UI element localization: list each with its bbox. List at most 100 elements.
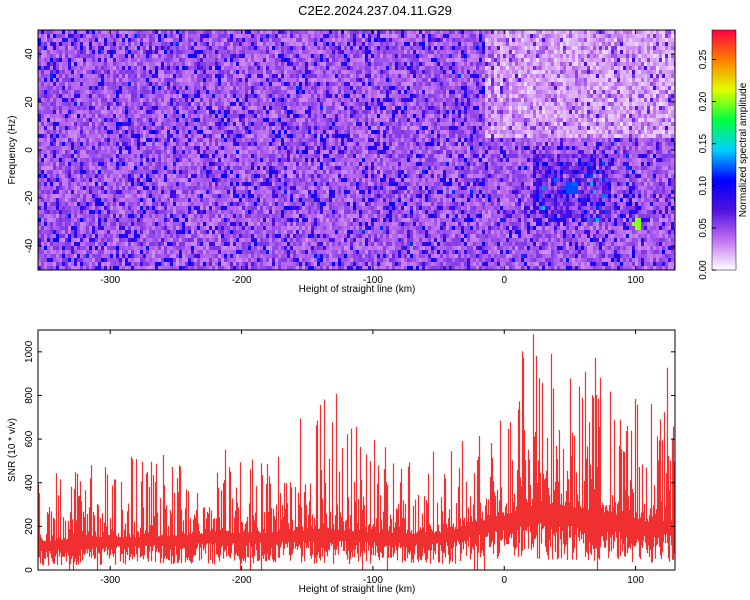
heatmap-cell	[494, 118, 498, 123]
heatmap-cell	[113, 62, 117, 67]
heatmap-cell	[68, 106, 72, 111]
heatmap-cell	[47, 70, 51, 75]
heatmap-cell	[380, 106, 384, 111]
heatmap-cell	[89, 82, 93, 87]
heatmap-cell	[161, 34, 165, 39]
heatmap-cell	[545, 34, 549, 39]
heatmap-cell	[275, 70, 279, 75]
heatmap-cell	[620, 42, 624, 47]
heatmap-cell	[503, 82, 507, 87]
heatmap-cell	[371, 74, 375, 79]
heatmap-cell	[326, 50, 330, 55]
heatmap-cell	[356, 110, 360, 115]
heatmap-cell	[65, 62, 69, 67]
heatmap-cell	[542, 38, 546, 43]
heatmap-cell	[635, 82, 639, 87]
heatmap-cell	[548, 94, 552, 99]
heatmap-cell	[290, 74, 294, 79]
heatmap-cell	[332, 30, 336, 35]
heatmap-cell	[554, 66, 558, 71]
heatmap-cell	[326, 86, 330, 91]
heatmap-cell	[239, 74, 243, 79]
heatmap-cell	[140, 34, 144, 39]
heatmap-cell	[194, 90, 198, 95]
heatmap-cell	[488, 106, 492, 111]
heatmap-cell	[269, 54, 273, 59]
heatmap-cell	[329, 66, 333, 71]
heatmap-cell	[341, 118, 345, 123]
heatmap-cell	[215, 86, 219, 91]
heatmap-cell	[485, 82, 489, 87]
heatmap-cell	[344, 74, 348, 79]
heatmap-cell	[188, 54, 192, 59]
heatmap-cell	[650, 62, 654, 67]
heatmap-cell	[290, 50, 294, 55]
heatmap-cell	[593, 114, 597, 119]
heatmap-cell	[509, 118, 513, 123]
heatmap-cell	[233, 110, 237, 115]
heatmap-cell	[95, 66, 99, 71]
heatmap-cell	[200, 46, 204, 51]
heatmap-cell	[590, 78, 594, 83]
heatmap-cell	[152, 54, 156, 59]
heatmap-cell	[578, 106, 582, 111]
heatmap-cell	[209, 78, 213, 83]
heatmap-cell	[344, 90, 348, 95]
heatmap-cell	[521, 58, 525, 63]
heatmap-cell	[419, 66, 423, 71]
heatmap-cell	[74, 122, 78, 127]
heatmap-cell	[473, 102, 477, 107]
heatmap-cell	[101, 30, 105, 35]
heatmap-cell	[422, 46, 426, 51]
heatmap-cell	[623, 82, 627, 87]
heatmap-cell	[74, 54, 78, 59]
heatmap-cell	[638, 58, 642, 63]
heatmap-cell	[569, 58, 573, 63]
heatmap-cell	[548, 102, 552, 107]
heatmap-cell	[323, 114, 327, 119]
heatmap-cell	[212, 70, 216, 75]
heatmap-cell	[128, 54, 132, 59]
heatmap-cell	[536, 86, 540, 91]
heatmap-cell	[308, 118, 312, 123]
heatmap-cell	[68, 86, 72, 91]
heatmap-cell	[407, 102, 411, 107]
heatmap-cell	[191, 86, 195, 91]
heatmap-cell	[392, 110, 396, 115]
heatmap-cell	[185, 58, 189, 63]
heatmap-cell	[164, 38, 168, 43]
heatmap-cell	[260, 98, 264, 103]
heatmap-cell	[491, 30, 495, 35]
heatmap-cell	[428, 82, 432, 87]
heatmap-cell	[458, 106, 462, 111]
heatmap-cell	[254, 90, 258, 95]
heatmap-cell	[491, 66, 495, 71]
heatmap-cell	[347, 70, 351, 75]
heatmap-cell	[257, 34, 261, 39]
heatmap-cell	[59, 106, 63, 111]
heatmap-cell	[59, 98, 63, 103]
heatmap-cell	[278, 34, 282, 39]
heatmap-cell	[212, 98, 216, 103]
heatmap-cell	[647, 42, 651, 47]
heatmap-cell	[212, 58, 216, 63]
heatmap-cell	[245, 30, 249, 35]
heatmap-cell	[524, 118, 528, 123]
heatmap-cell	[506, 70, 510, 75]
heatmap-cell	[518, 98, 522, 103]
heatmap-cell	[599, 70, 603, 75]
heatmap-cell	[350, 54, 354, 59]
heatmap-cell	[596, 38, 600, 43]
heatmap-cell	[233, 106, 237, 111]
heatmap-cell	[473, 74, 477, 79]
heatmap-cell	[200, 58, 204, 63]
heatmap-cell	[266, 58, 270, 63]
heatmap-cell	[197, 34, 201, 39]
heatmap-cell	[311, 86, 315, 91]
heatmap-cell	[179, 42, 183, 47]
heatmap-cell	[305, 74, 309, 79]
heatmap-cell	[68, 70, 72, 75]
heatmap-cell	[137, 30, 141, 35]
heatmap-cell	[488, 30, 492, 35]
heatmap-cell	[47, 74, 51, 79]
